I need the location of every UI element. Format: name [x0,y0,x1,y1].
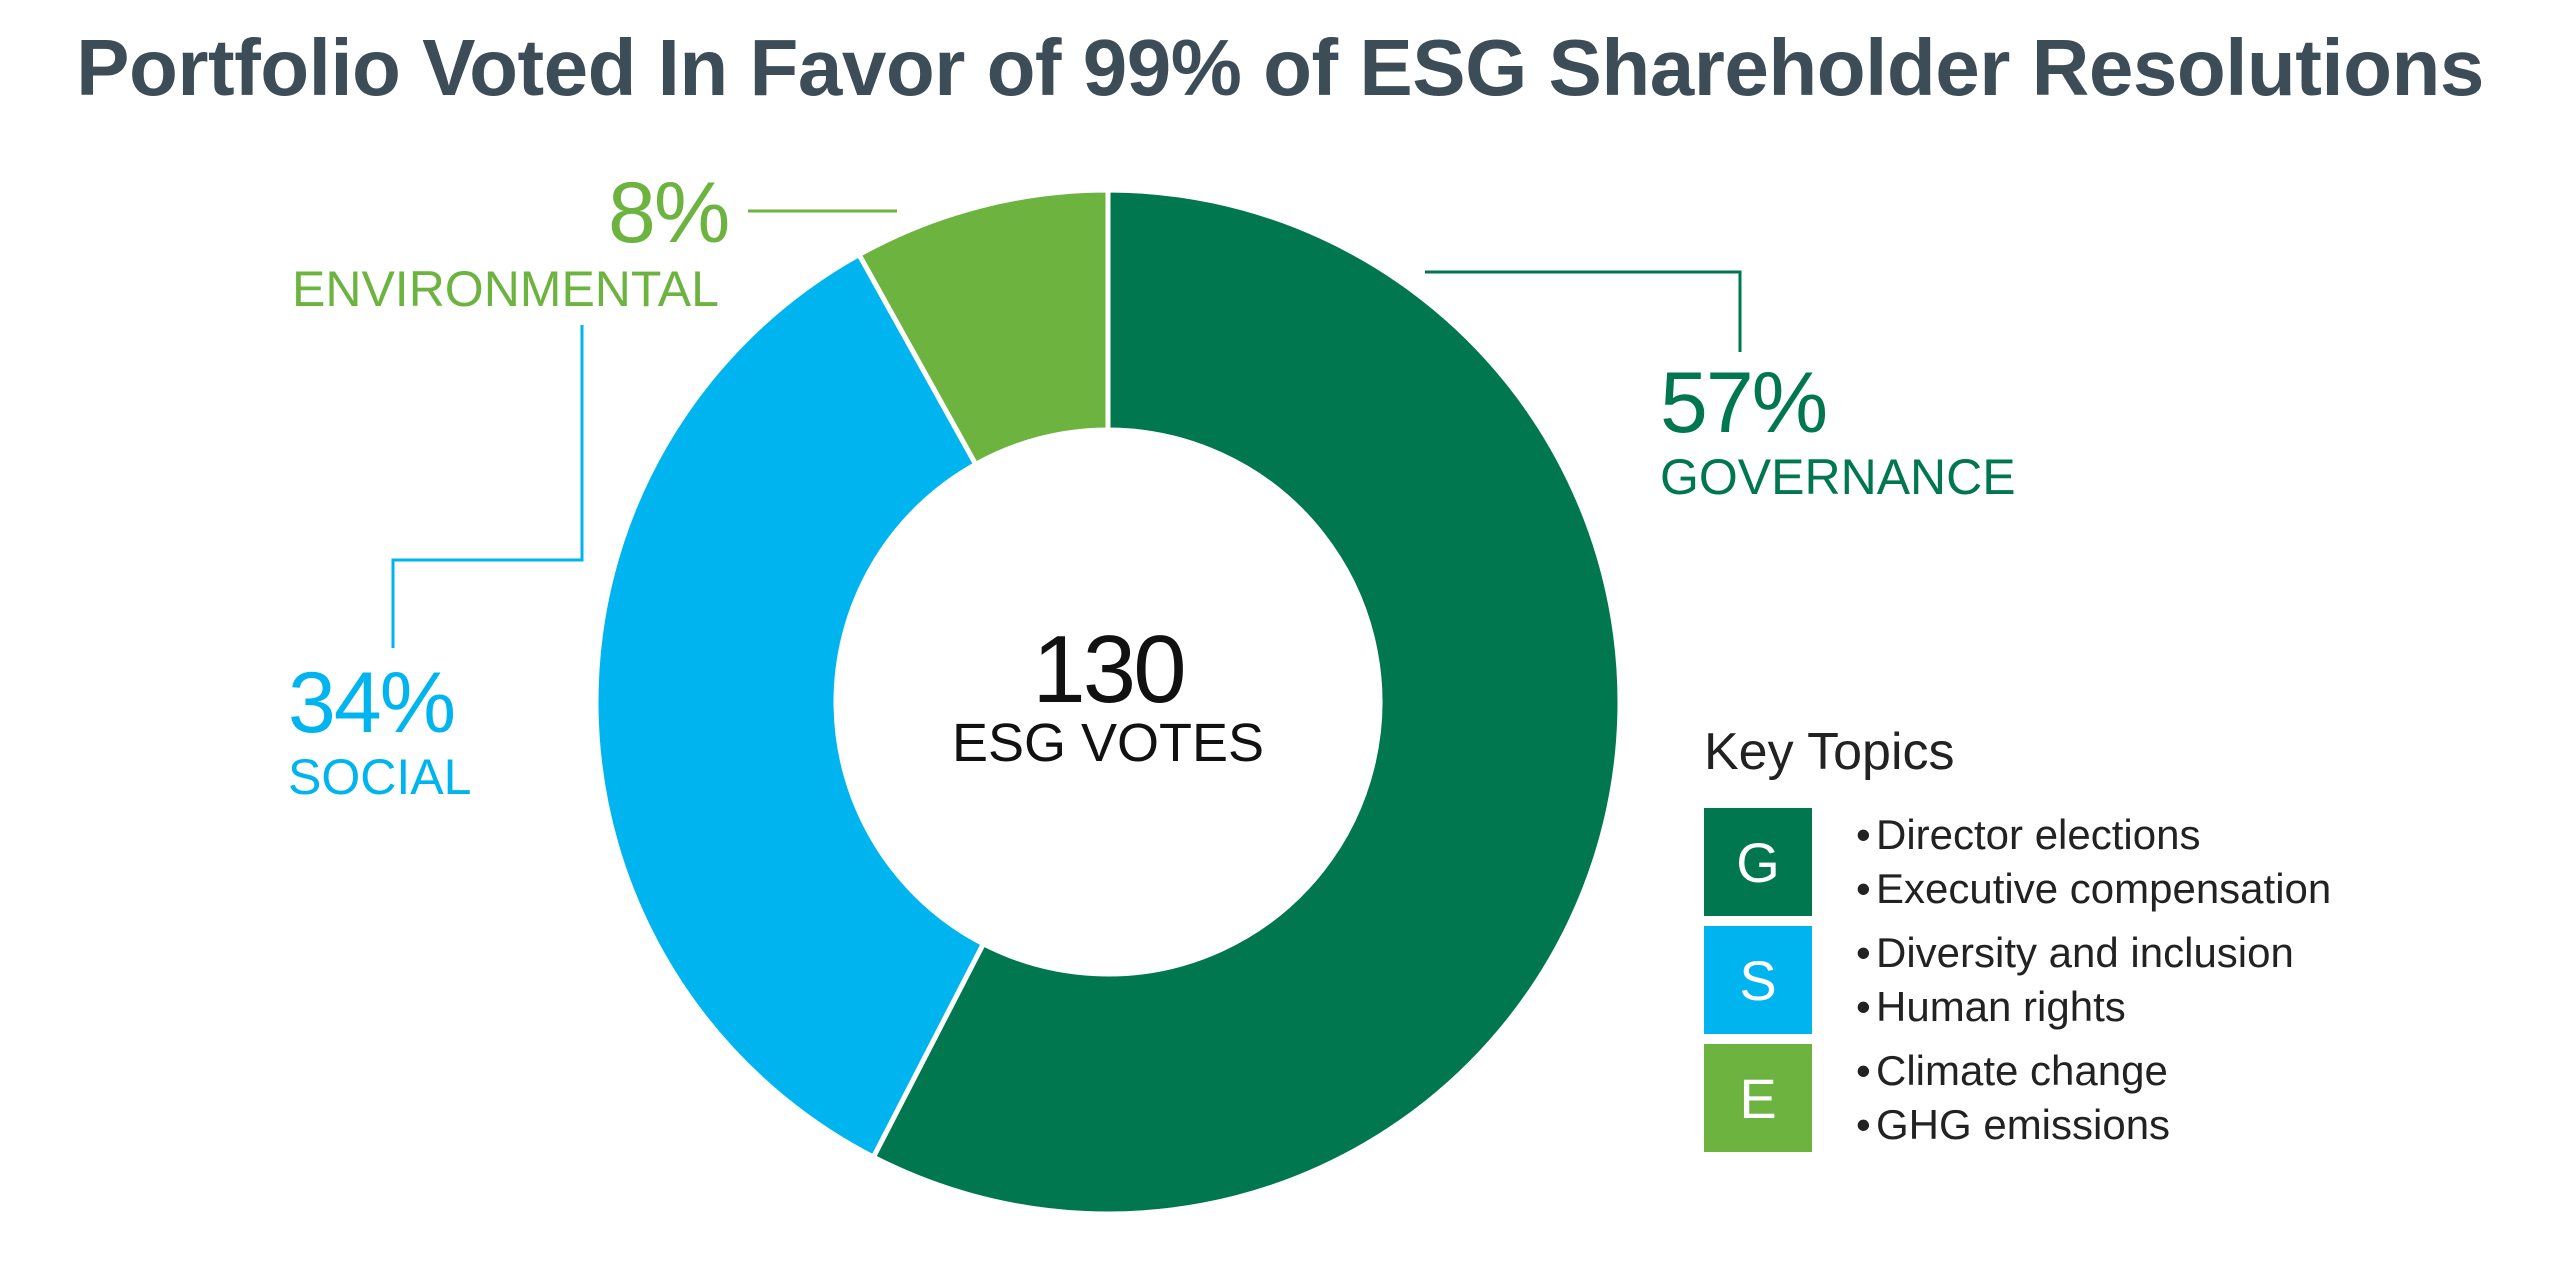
key-item: • Executive compensation [1856,865,2332,912]
center-vote-label: ESG VOTES [951,713,1265,773]
donut-slice-governance [870,187,1623,1217]
slice-value-label-governance: 57% [1660,355,1828,451]
donut-slice-environmental [855,187,1111,468]
slice-category-label-governance: GOVERNANCE [1660,449,2016,505]
key-item: • Diversity and inclusion [1856,929,2294,976]
key-row-governance: G • Director elections • Executive compens… [1704,808,2484,916]
key-item: • Climate change [1856,1047,2168,1094]
center-vote-count: 130 [1032,616,1186,723]
leader-line-social [391,325,584,648]
key-row-social: S • Diversity and inclusion • Human rights [1704,926,2484,1034]
key-item: • GHG emissions [1856,1101,2171,1148]
key-topics-title: Key Topics [1704,723,1955,781]
key-box-social: S [1704,926,1812,1034]
slice-category-label-social: SOCIAL [288,749,472,805]
slice-category-label-environmental: ENVIRONMENTAL [292,261,719,317]
slice-value-label-social: 34% [288,655,456,751]
key-box-governance: G [1704,808,1812,916]
leader-line-governance [1425,270,1742,352]
key-item: • Human rights [1856,983,2126,1030]
slice-value-label-environmental: 8% [608,165,730,261]
key-box-environmental: E [1704,1044,1812,1152]
chart-title: Portfolio Voted In Favor of 99% of ESG S… [76,23,2484,112]
key-row-environmental: E • Climate change • GHG emissions [1704,1044,2484,1152]
donut-slice-social [593,251,987,1161]
key-item: • Director elections [1856,811,2201,858]
